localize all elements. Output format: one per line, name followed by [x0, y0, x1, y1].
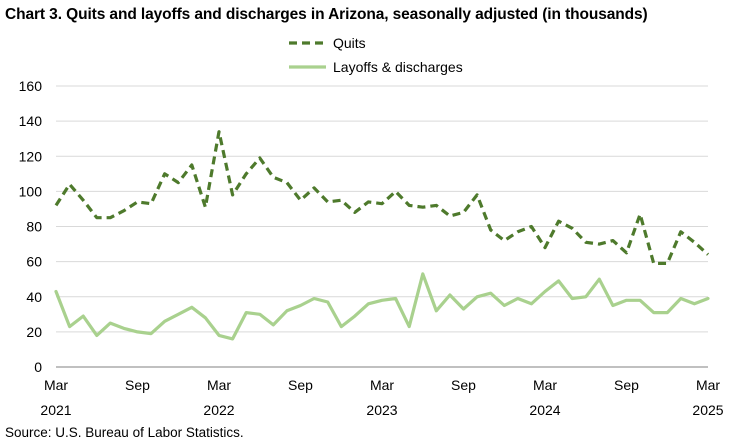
x-tick-month-label: Sep	[125, 377, 150, 393]
y-tick-label: 80	[26, 219, 42, 235]
x-tick-year-label: 2022	[203, 402, 234, 418]
x-tick-month-label: Sep	[614, 377, 639, 393]
y-tick-label: 0	[34, 359, 42, 375]
source-note: Source: U.S. Bureau of Labor Statistics.	[5, 425, 244, 440]
series-line-quits	[54, 130, 710, 265]
gridlines	[56, 85, 708, 333]
x-tick-year-label: 2023	[366, 402, 397, 418]
y-tick-label: 60	[26, 254, 42, 270]
y-tick-label: 40	[26, 289, 42, 305]
y-axis-tick-labels: 0 20 40 60 80 100 120 140 160	[19, 78, 43, 375]
x-tick-month-label: Mar	[533, 377, 557, 393]
series-lines	[54, 130, 710, 341]
y-tick-label: 20	[26, 324, 42, 340]
x-tick-month-label: Mar	[696, 377, 720, 393]
x-tick-month-label: Mar	[44, 377, 68, 393]
x-tick-month-label: Sep	[451, 377, 476, 393]
series-line-layoffs-discharges	[54, 272, 710, 341]
y-tick-label: 120	[19, 148, 43, 164]
legend-label: Layoffs & discharges	[333, 59, 463, 75]
x-tick-year-label: 2024	[529, 402, 560, 418]
x-tick-month-label: Sep	[288, 377, 313, 393]
x-tick-year-label: 2021	[40, 402, 71, 418]
y-tick-label: 100	[19, 183, 43, 199]
chart-title: Chart 3. Quits and layoffs and discharge…	[5, 6, 648, 23]
legend: Quits Layoffs & discharges	[289, 35, 463, 75]
y-tick-label: 160	[19, 78, 43, 94]
legend-label: Quits	[333, 35, 366, 51]
x-axis-tick-labels: Mar 2021 Sep Mar 2022 Sep Mar 2023 Sep Mar 2024 Sep…	[40, 377, 723, 418]
x-tick-month-label: Mar	[207, 377, 231, 393]
x-tick-year-label: 2025	[692, 402, 723, 418]
x-tick-month-label: Mar	[370, 377, 394, 393]
y-tick-label: 140	[19, 113, 43, 129]
